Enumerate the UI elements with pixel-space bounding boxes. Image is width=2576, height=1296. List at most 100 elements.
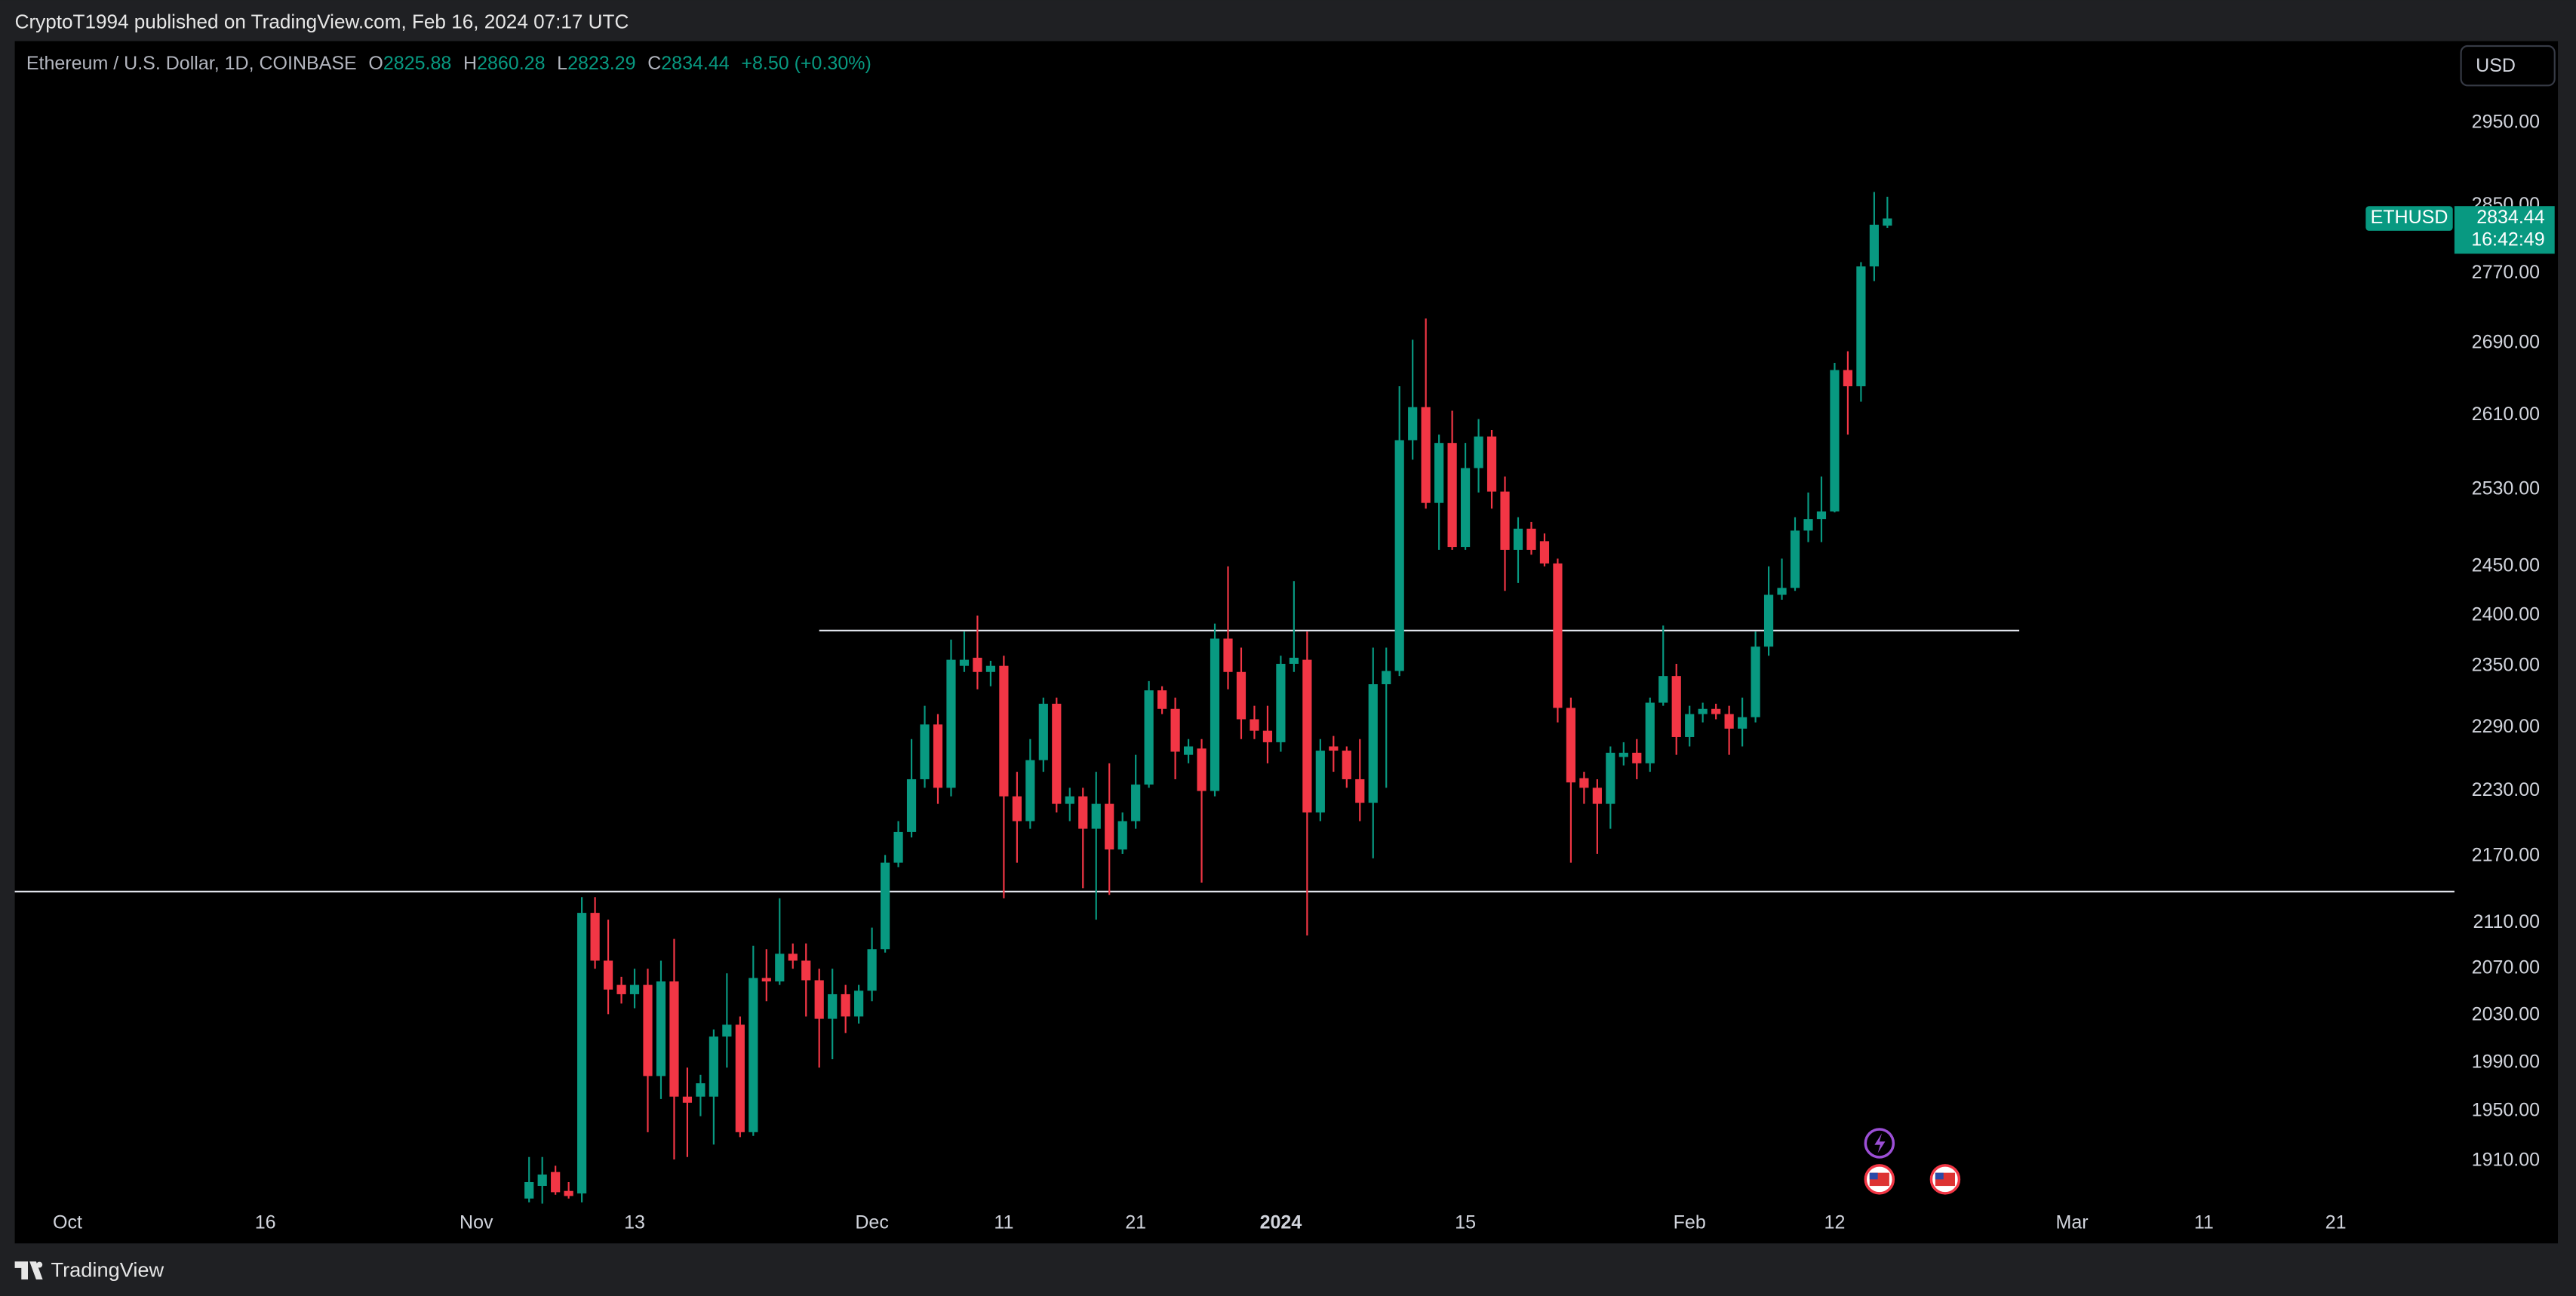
- y-tick-label: 2610.00: [2472, 404, 2540, 425]
- brand-logo: [14, 1261, 43, 1280]
- candle-body: [1144, 690, 1154, 785]
- candle-body: [1869, 224, 1879, 267]
- candle-body: [1342, 751, 1351, 779]
- candle-body: [828, 993, 838, 1019]
- candle-body: [985, 665, 996, 672]
- candle-body: [1460, 468, 1471, 548]
- price-tag: [2454, 206, 2555, 254]
- y-tick-label: 2350.00: [2472, 654, 2540, 675]
- candle-body: [1526, 528, 1536, 550]
- candle-body: [1105, 803, 1114, 850]
- candle-body: [1606, 752, 1615, 804]
- candle-body: [1513, 528, 1523, 550]
- x-tick-label: Feb: [1674, 1212, 1706, 1233]
- candle-body: [749, 978, 758, 1132]
- open-value: 2825.88: [383, 53, 451, 74]
- candle-body: [1553, 563, 1563, 708]
- candle-body: [1724, 714, 1734, 729]
- candle-body: [577, 913, 587, 1194]
- change-value: +8.50 (+0.30%): [741, 53, 871, 74]
- candle-body: [920, 724, 930, 779]
- flag-icon: [1935, 1172, 1944, 1180]
- candle-body: [1763, 594, 1774, 647]
- candle-body: [1539, 541, 1550, 564]
- y-tick-label: 2070.00: [2472, 957, 2540, 978]
- price-tag-countdown: 16:42:49: [2471, 229, 2544, 250]
- candle-body: [1052, 703, 1062, 804]
- x-tick-label: 21: [2325, 1212, 2347, 1233]
- y-tick-label: 2170.00: [2472, 844, 2540, 865]
- candle-body: [1355, 779, 1365, 803]
- candle-body: [1091, 803, 1101, 829]
- candle-body: [1816, 511, 1827, 520]
- high-value: 2860.28: [477, 53, 545, 74]
- candle-body: [946, 659, 956, 788]
- candle-body: [854, 990, 864, 1017]
- candle-body: [1579, 778, 1589, 788]
- candle-body: [893, 831, 903, 863]
- candle-body: [1038, 703, 1048, 760]
- candle-body: [524, 1181, 534, 1199]
- lightning-icon: [1874, 1133, 1886, 1153]
- candle-body: [1434, 443, 1444, 503]
- candle-body: [1474, 436, 1483, 468]
- candle-body: [696, 1083, 705, 1097]
- candle-body: [1843, 370, 1853, 387]
- candle-body: [551, 1172, 561, 1193]
- candle-body: [814, 980, 824, 1019]
- currency-label: USD: [2476, 55, 2516, 76]
- candle-body: [1711, 708, 1721, 714]
- candle-body: [1698, 708, 1708, 714]
- candle-body: [1276, 663, 1286, 742]
- ohlc-letter: H: [463, 53, 477, 74]
- y-tick-label: 2530.00: [2472, 478, 2540, 499]
- candle-body: [1566, 708, 1576, 783]
- candle-body: [1751, 646, 1760, 717]
- candle-body: [1658, 676, 1668, 703]
- x-tick-label: 11: [994, 1212, 1013, 1233]
- y-tick-label: 1910.00: [2472, 1149, 2540, 1170]
- brand-name: TradingView: [51, 1258, 164, 1281]
- candle-body: [933, 724, 943, 788]
- x-tick-label: 13: [624, 1212, 645, 1233]
- candle-body: [959, 659, 970, 666]
- candle-body: [1197, 748, 1207, 791]
- ohlc-letter: C: [647, 53, 661, 74]
- chart-title: Ethereum / U.S. Dollar, 1D, COINBASE: [26, 53, 357, 74]
- candle-body: [1025, 760, 1035, 822]
- y-tick-label: 1950.00: [2472, 1100, 2540, 1121]
- candle-body: [1500, 491, 1510, 550]
- x-tick-label: 16: [255, 1212, 276, 1233]
- candle-body: [735, 1024, 745, 1132]
- x-tick-label: Dec: [855, 1212, 889, 1233]
- candle-body: [1236, 671, 1247, 720]
- candle-body: [603, 960, 613, 990]
- legend-line: Ethereum / U.S. Dollar, 1D, COINBASE O28…: [26, 53, 871, 74]
- event-markers: [1864, 1128, 1961, 1195]
- candle-body: [1012, 796, 1022, 822]
- candle-body: [1210, 638, 1220, 791]
- candle-body: [656, 981, 666, 1076]
- candle-body: [1803, 519, 1813, 531]
- ohlc-letter: O: [368, 53, 383, 74]
- candle-body: [1250, 719, 1259, 731]
- y-tick-label: 2400.00: [2472, 604, 2540, 625]
- close-value: 2834.44: [661, 53, 730, 74]
- y-tick-label: 2690.00: [2472, 332, 2540, 353]
- candle-body: [1486, 436, 1497, 492]
- candle-body: [1117, 821, 1127, 850]
- candle-body: [1685, 714, 1695, 737]
- brand-logo: [36, 1261, 43, 1268]
- candle-body: [1065, 796, 1074, 804]
- candle-body: [629, 984, 640, 994]
- x-tick-label: 15: [1455, 1212, 1476, 1233]
- candle-body: [722, 1024, 732, 1037]
- currency-button[interactable]: [2460, 45, 2556, 87]
- candle-body: [682, 1096, 693, 1103]
- candle-body: [1183, 746, 1194, 755]
- candle-body: [1421, 407, 1431, 503]
- x-tick-label: 21: [1125, 1212, 1146, 1233]
- candle-body: [1315, 751, 1325, 813]
